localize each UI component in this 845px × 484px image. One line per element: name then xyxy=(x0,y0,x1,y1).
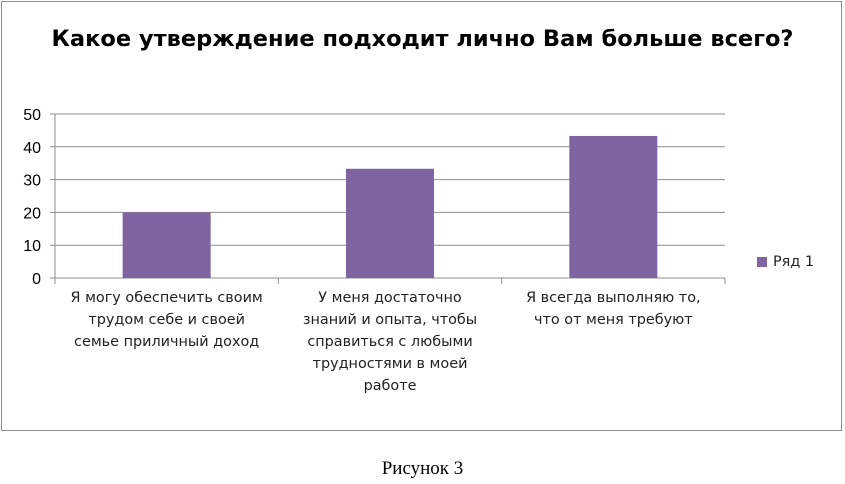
y-tick-label: 0 xyxy=(32,271,41,288)
figure-caption: Рисунок 3 xyxy=(381,458,464,479)
y-tick-label: 50 xyxy=(23,107,41,124)
x-tick-label: Я всегда выполняю то, что от меня требую… xyxy=(526,290,701,328)
bar-chart: 0 10 20 30 40 50 xyxy=(23,107,726,288)
y-tick-label: 10 xyxy=(23,238,41,255)
y-tick-label: 40 xyxy=(23,140,41,157)
legend-label: Ряд 1 xyxy=(773,254,815,270)
x-tick-label: Я могу обеспечить своим трудом себе и св… xyxy=(70,290,263,350)
axes xyxy=(54,114,726,284)
y-tick-label: 20 xyxy=(23,205,41,222)
y-tick-label: 30 xyxy=(23,173,41,190)
y-tick-labels: 0 10 20 30 40 50 xyxy=(23,107,41,288)
bar-2 xyxy=(346,168,434,278)
bars xyxy=(122,135,658,278)
legend: Ряд 1 xyxy=(757,254,814,270)
bar-1 xyxy=(122,212,211,278)
x-tick-label: У меня достаточно знаний и опыта, чтобы … xyxy=(302,290,478,394)
bar-3 xyxy=(569,135,658,278)
legend-swatch xyxy=(757,257,767,267)
chart-title: Какое утверждение подходит лично Вам бол… xyxy=(51,26,794,52)
